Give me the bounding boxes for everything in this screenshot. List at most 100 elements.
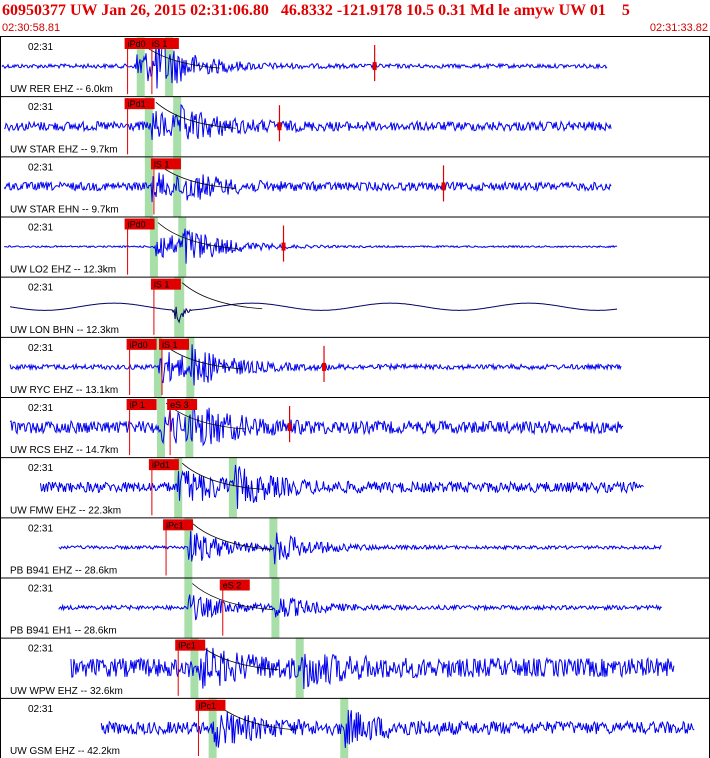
coda-curve bbox=[181, 462, 263, 490]
waveform-trace bbox=[3, 172, 612, 203]
end-time-label: 02:31:33.82 bbox=[649, 22, 708, 34]
waveform-trace bbox=[4, 228, 618, 264]
pick-label: iPd1 bbox=[128, 99, 146, 109]
station-label: UW RYC EHZ -- 13.1km bbox=[10, 385, 118, 396]
amplitude-marker-box bbox=[277, 122, 282, 131]
waveform-trace bbox=[9, 344, 622, 386]
station-panel: iPc1 02:31 UW WPW EHZ -- 32.6km bbox=[0, 637, 710, 698]
p-window bbox=[149, 216, 158, 277]
amplitude-marker-box bbox=[441, 182, 446, 191]
pick-flag bbox=[159, 338, 190, 350]
waveform-trace bbox=[4, 103, 612, 140]
coda-curve bbox=[192, 583, 273, 610]
pick-label: iS 1 bbox=[154, 280, 170, 290]
coda-curve bbox=[198, 643, 279, 671]
amplitude-marker-box bbox=[372, 62, 377, 71]
pick-label: iP 1 bbox=[130, 400, 145, 410]
s-window bbox=[271, 577, 280, 638]
p-window bbox=[184, 517, 193, 578]
coda-curve bbox=[192, 523, 273, 550]
start-time-label: 02:30:58.81 bbox=[2, 22, 61, 34]
s-window bbox=[228, 457, 237, 518]
station-label: UW STAR EHN -- 9.7km bbox=[10, 205, 119, 216]
time-tick-label: 02:31 bbox=[28, 162, 53, 173]
waveform-trace bbox=[9, 403, 624, 447]
station-panel: iP 1 eS 3 02:31 UW RCS EHZ -- 14.7km bbox=[0, 397, 710, 458]
pick-flag bbox=[124, 98, 155, 110]
pick-flag bbox=[148, 459, 179, 471]
time-tick-label: 02:31 bbox=[28, 283, 53, 294]
station-label: UW GSM EHZ -- 42.2km bbox=[10, 746, 120, 757]
pick-label: iPc1 bbox=[198, 701, 216, 711]
event-title: 60950377 UW Jan 26, 2015 02:31:06.80 46.… bbox=[2, 2, 630, 19]
p-window bbox=[144, 96, 153, 157]
station-panel: iPd0 02:31 UW LO2 EHZ -- 12.3km bbox=[0, 216, 710, 277]
coda-curve bbox=[155, 101, 236, 129]
station-label: UW LON BHN -- 12.3km bbox=[10, 325, 119, 336]
p-window bbox=[184, 577, 193, 638]
amplitude-marker-box bbox=[322, 362, 327, 371]
station-panel: iS 1 02:31 UW LON BHN -- 12.3km bbox=[0, 276, 710, 337]
pick-label: eS 3 bbox=[170, 400, 189, 410]
station-label: UW LO2 EHZ -- 12.3km bbox=[10, 265, 116, 276]
pick-flag bbox=[219, 579, 250, 591]
waveform-trace bbox=[58, 594, 662, 621]
waveform-trace bbox=[40, 464, 644, 509]
waveform-trace bbox=[100, 709, 695, 749]
amplitude-marker-box bbox=[281, 242, 286, 251]
station-panel: iPc1 02:31 PB B941 EHZ -- 28.6km bbox=[0, 517, 710, 578]
pick-flag bbox=[124, 218, 155, 230]
seismogram-plot: iPd0 iS 1 02:31 UW RER EHZ -- 6.0km iPd1 02:3… bbox=[0, 36, 710, 758]
pick-flag bbox=[148, 38, 179, 49]
pick-flag bbox=[150, 158, 181, 170]
pick-flag bbox=[195, 699, 226, 711]
time-tick-label: 02:31 bbox=[28, 644, 53, 655]
station-label: UW RER EHZ -- 6.0km bbox=[10, 84, 113, 95]
pick-label: iPd0 bbox=[128, 220, 146, 230]
station-panel: iPd1 02:31 UW STAR EHZ -- 9.7km bbox=[0, 96, 710, 157]
time-tick-label: 02:31 bbox=[28, 584, 53, 595]
pick-label: eS 2 bbox=[223, 581, 242, 591]
time-tick-label: 02:31 bbox=[28, 223, 53, 234]
s-window bbox=[340, 697, 349, 758]
station-label: PB B941 EHZ -- 28.6km bbox=[10, 566, 117, 577]
s-window bbox=[173, 156, 182, 217]
pick-label: iPd0 bbox=[128, 39, 146, 49]
time-tick-label: 02:31 bbox=[28, 102, 53, 113]
pick-flag bbox=[126, 338, 157, 350]
coda-curve bbox=[181, 282, 263, 310]
time-tick-label: 02:31 bbox=[28, 403, 53, 414]
pick-label: iPd1 bbox=[152, 460, 170, 470]
pick-label: iPd0 bbox=[130, 340, 148, 350]
s-window bbox=[173, 96, 182, 157]
station-label: UW STAR EHZ -- 9.7km bbox=[10, 144, 118, 155]
pick-flag bbox=[124, 38, 155, 49]
pick-label: iS 1 bbox=[162, 340, 178, 350]
station-panel: iPd0 iS 1 02:31 UW RYC EHZ -- 13.1km bbox=[0, 336, 710, 397]
pick-label: iPc1 bbox=[166, 520, 184, 530]
p-window bbox=[156, 397, 165, 458]
station-panel: iPd0 iS 1 02:31 UW RER EHZ -- 6.0km bbox=[0, 36, 710, 97]
station-panel: iPc1 02:31 UW GSM EHZ -- 42.2km bbox=[0, 697, 710, 758]
s-window bbox=[176, 276, 185, 337]
s-window bbox=[185, 397, 194, 458]
station-label: PB B941 EH1 -- 28.6km bbox=[10, 626, 117, 637]
pick-flag bbox=[167, 399, 198, 410]
pick-label: iS 1 bbox=[152, 39, 168, 49]
coda-curve bbox=[157, 222, 238, 249]
time-tick-label: 02:31 bbox=[28, 704, 53, 715]
pick-flag bbox=[150, 278, 181, 290]
s-window bbox=[186, 336, 195, 397]
station-label: UW RCS EHZ -- 14.7km bbox=[10, 445, 118, 456]
station-panel: iPd1 02:31 UW FMW EHZ -- 22.3km bbox=[0, 457, 710, 518]
station-panel: eS 2 02:31 PB B941 EH1 -- 28.6km bbox=[0, 577, 710, 638]
waveform-trace bbox=[1, 38, 608, 89]
time-tick-label: 02:31 bbox=[28, 42, 53, 53]
waveform-trace bbox=[10, 302, 618, 324]
station-label: UW WPW EHZ -- 32.6km bbox=[10, 686, 123, 697]
pick-label: iPc1 bbox=[178, 641, 196, 651]
time-tick-label: 02:31 bbox=[28, 523, 53, 534]
pick-flag bbox=[126, 399, 157, 410]
station-label: UW FMW EHZ -- 22.3km bbox=[10, 505, 121, 516]
p-window bbox=[190, 637, 199, 698]
